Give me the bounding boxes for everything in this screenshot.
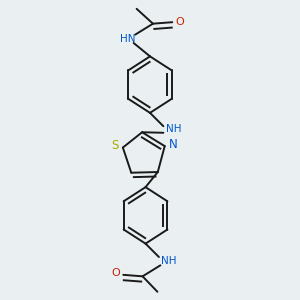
Text: HN: HN: [120, 34, 136, 44]
Text: NH: NH: [166, 124, 182, 134]
Text: N: N: [169, 138, 177, 151]
Text: O: O: [111, 268, 120, 278]
Text: NH: NH: [161, 256, 176, 266]
Text: S: S: [111, 139, 118, 152]
Text: O: O: [176, 17, 184, 27]
